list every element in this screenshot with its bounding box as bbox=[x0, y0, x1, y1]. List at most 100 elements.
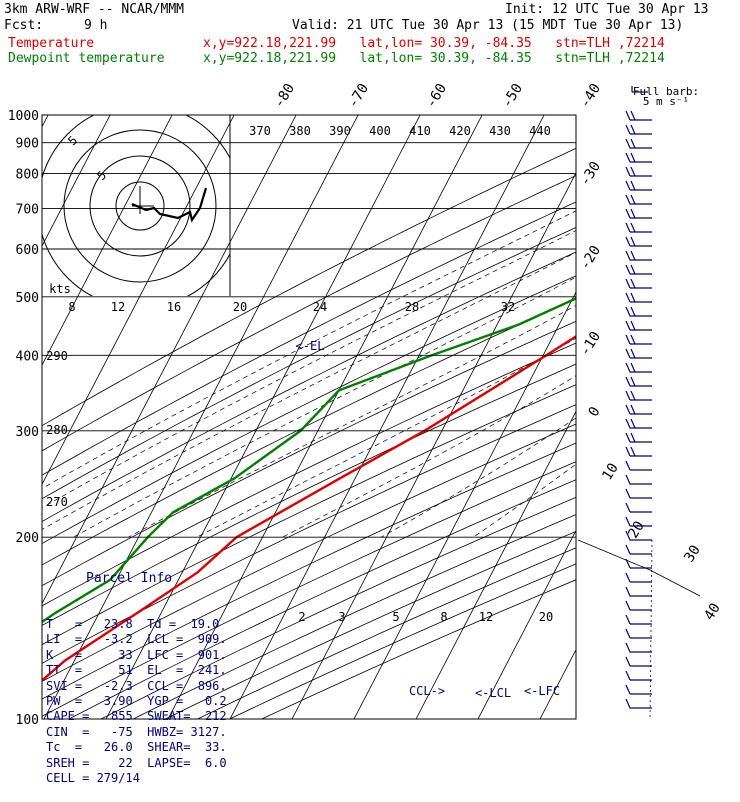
wind-barb bbox=[626, 489, 630, 498]
wind-barb bbox=[626, 139, 630, 148]
isotherm-line bbox=[664, 115, 740, 719]
parcel-info-row: LI = -3.2 LCL = 909. bbox=[46, 632, 227, 647]
theta-label: 430 bbox=[489, 124, 511, 138]
wind-barb bbox=[626, 573, 630, 582]
wind-barb bbox=[626, 167, 630, 176]
wind-barb bbox=[631, 419, 635, 428]
theta-label: 370 bbox=[249, 124, 271, 138]
isotherm-label: -40 bbox=[577, 81, 604, 111]
parcel-info-row: T = 23.8 Td = 19.0 bbox=[46, 617, 227, 632]
wind-barb bbox=[626, 545, 630, 554]
pressure-tick-label: 300 bbox=[16, 425, 39, 440]
pressure-tick-label: 100 bbox=[16, 713, 39, 728]
wind-barb bbox=[626, 503, 630, 512]
hodograph-speed-label: 16 bbox=[167, 300, 181, 314]
wind-barb bbox=[631, 153, 635, 162]
wind-barb bbox=[631, 405, 635, 414]
wind-barb bbox=[626, 153, 630, 162]
pressure-tick-label: 700 bbox=[16, 203, 39, 218]
parcel-info-row: CIN = -75 HWBZ= 3127. bbox=[46, 725, 227, 740]
wind-barb bbox=[631, 279, 635, 288]
isotherm-line bbox=[230, 115, 544, 719]
theta-label: 420 bbox=[449, 124, 471, 138]
mixing-ratio-label: 5 bbox=[392, 610, 399, 624]
wind-barb bbox=[626, 293, 630, 302]
wind-barb bbox=[626, 377, 630, 386]
moist-adiabat-line bbox=[73, 115, 740, 537]
wind-barb bbox=[631, 167, 635, 176]
hodograph-speed-label: 24 bbox=[313, 300, 327, 314]
moist-adiabat-line bbox=[0, 115, 740, 537]
isotherm-label: -80 bbox=[271, 81, 298, 111]
wind-barb bbox=[631, 237, 635, 246]
wind-barb bbox=[626, 433, 630, 442]
parcel-info-row: TT = 51 EL = 241. bbox=[46, 663, 227, 678]
parcel-info-row: CAPE = 855 SWEAT= 212 bbox=[46, 709, 227, 724]
wind-barb bbox=[626, 181, 630, 190]
parcel-info-row: SREH = 22 LAPSE= 6.0 bbox=[46, 756, 227, 771]
theta-label: 440 bbox=[529, 124, 551, 138]
hodograph-speed-label: 28 bbox=[405, 300, 419, 314]
pressure-tick-label: 400 bbox=[16, 349, 39, 364]
parcel-info-row: SVI = -2.3 CCL = 896. bbox=[46, 679, 227, 694]
wind-barb bbox=[631, 377, 635, 386]
wind-barb bbox=[626, 209, 630, 218]
isotherm-label: 30 bbox=[681, 542, 704, 565]
dry-adiabat-line bbox=[165, 115, 740, 719]
level-annotation: CCL-> bbox=[409, 684, 445, 698]
hodograph-speed-label: 8 bbox=[68, 300, 75, 314]
wind-barb bbox=[631, 111, 635, 120]
wind-barb bbox=[631, 321, 635, 330]
wind-barb bbox=[631, 349, 635, 358]
isotherm-label: 0 bbox=[586, 404, 604, 420]
wind-barb bbox=[631, 447, 635, 456]
wind-barb bbox=[631, 363, 635, 372]
hodograph-trace bbox=[132, 188, 206, 220]
hodograph-speed-label: 20 bbox=[233, 300, 247, 314]
wind-barb bbox=[631, 335, 635, 344]
level-annotation: <-LCL bbox=[475, 686, 511, 700]
wind-barb bbox=[626, 195, 630, 204]
isotherm-line bbox=[478, 115, 740, 719]
wind-barb bbox=[626, 643, 630, 652]
moist-adiabat-line bbox=[197, 115, 740, 537]
dry-adiabat-line bbox=[198, 115, 740, 719]
wind-barb bbox=[626, 699, 630, 708]
isotherm-label: 10 bbox=[599, 460, 622, 483]
dry-adiabat-line bbox=[230, 115, 740, 719]
wind-barb bbox=[626, 461, 630, 470]
level-annotation: <-EL bbox=[296, 339, 325, 353]
isotherm-label: -70 bbox=[345, 81, 372, 111]
wind-barb bbox=[626, 615, 630, 624]
parcel-info-row: CELL = 279/14 bbox=[46, 771, 227, 786]
moist-adiabat-line bbox=[381, 115, 740, 537]
wind-barb bbox=[631, 125, 635, 134]
mixing-ratio-label: 3 bbox=[338, 610, 345, 624]
theta-label: 380 bbox=[289, 124, 311, 138]
theta-label: 270 bbox=[46, 495, 68, 509]
isotherm-label: -20 bbox=[577, 243, 604, 273]
theta-label: 290 bbox=[46, 349, 68, 363]
wind-barb bbox=[626, 629, 630, 638]
wind-barb bbox=[626, 587, 630, 596]
isotherm-label: -60 bbox=[423, 81, 450, 111]
theta-label: 390 bbox=[329, 124, 351, 138]
wind-barb bbox=[626, 391, 630, 400]
wind-barb bbox=[631, 307, 635, 316]
theta-label: 280 bbox=[46, 423, 68, 437]
pressure-tick-label: 600 bbox=[16, 243, 39, 258]
mixing-ratio-label: 20 bbox=[539, 610, 553, 624]
isotherm-label: -30 bbox=[577, 159, 604, 189]
barb-guide-line bbox=[650, 540, 652, 720]
wind-barb bbox=[631, 209, 635, 218]
parcel-info-row: K = 33 LFC = 901. bbox=[46, 648, 227, 663]
parcel-info-title: Parcel Info bbox=[46, 571, 227, 586]
wind-barb bbox=[631, 391, 635, 400]
wind-barb bbox=[631, 223, 635, 232]
wind-barb bbox=[626, 307, 630, 316]
wind-barb bbox=[631, 139, 635, 148]
wind-barb bbox=[626, 419, 630, 428]
wind-barb bbox=[626, 335, 630, 344]
isotherm-line bbox=[416, 115, 730, 719]
